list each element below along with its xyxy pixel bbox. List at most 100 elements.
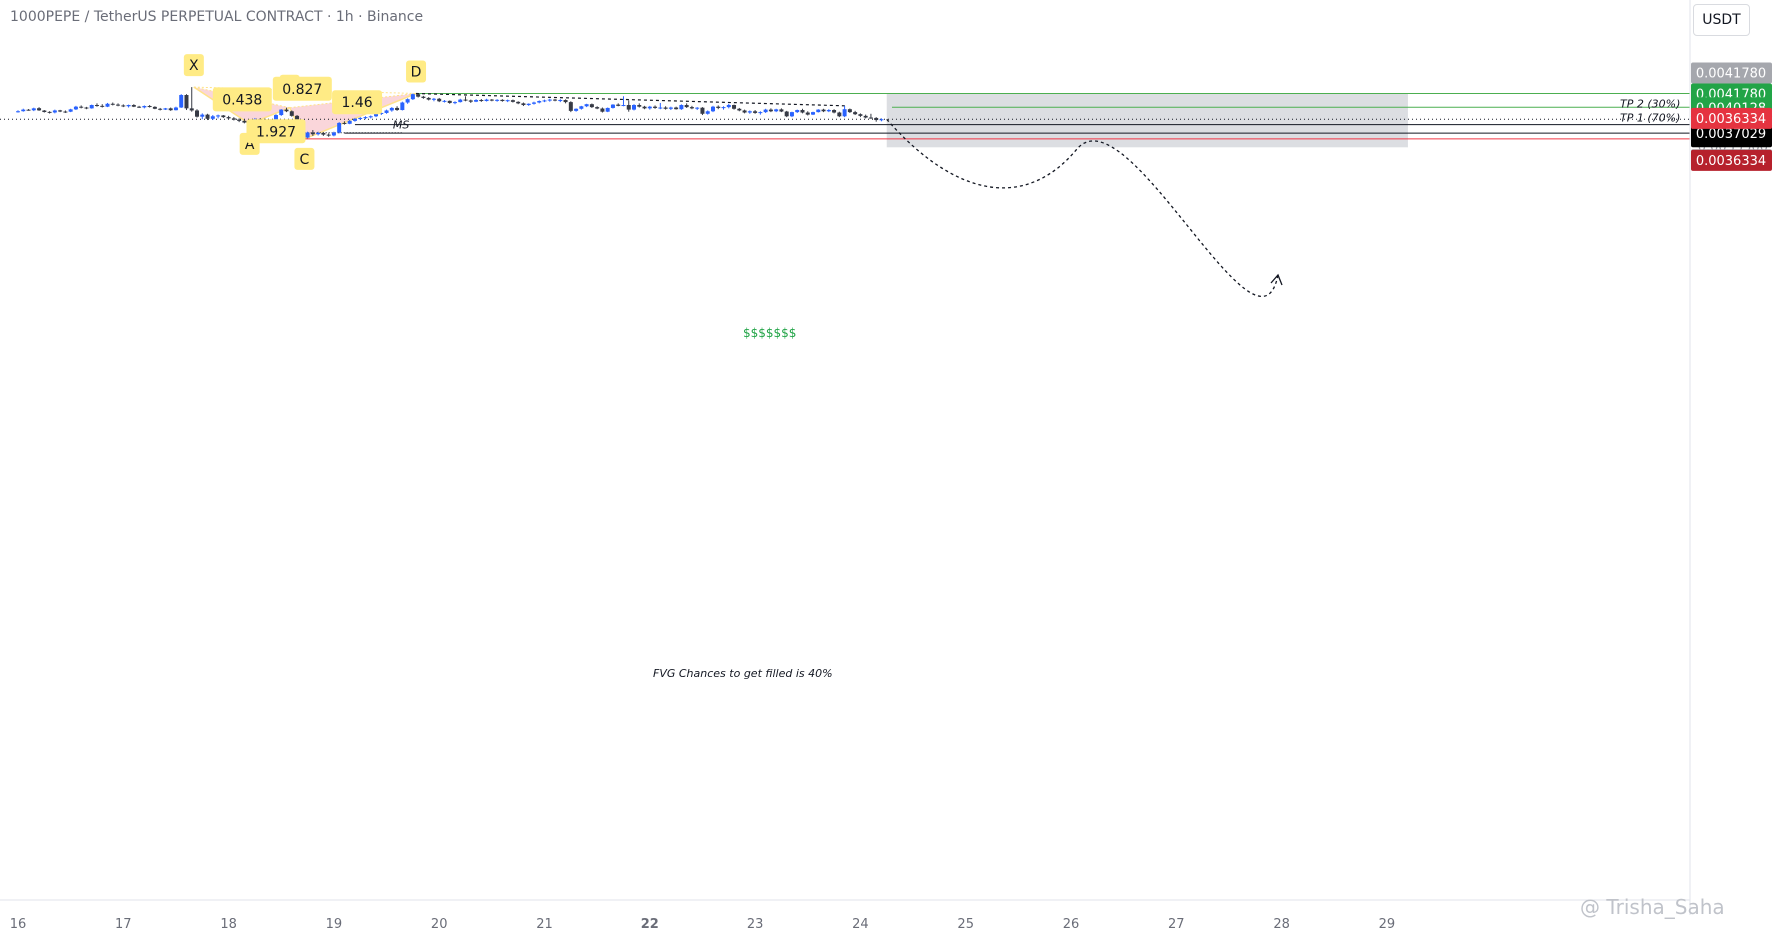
candle (368, 115, 373, 119)
candle (326, 133, 331, 137)
candle (116, 103, 121, 107)
candle-body (516, 101, 521, 104)
candle (695, 107, 700, 111)
candle-body (216, 115, 221, 117)
candle-body (100, 105, 105, 107)
ratio-label: 0.827 (282, 82, 322, 98)
chart-title: 1000PEPE / TetherUS PERPETUAL CONTRACT ·… (10, 9, 424, 25)
candle (674, 106, 679, 110)
candle-body (753, 111, 758, 113)
candle (595, 106, 600, 110)
candle-body (663, 107, 668, 109)
candle (31, 107, 36, 112)
candle-body (474, 100, 479, 102)
candle (505, 99, 510, 103)
ratio-label: 0.438 (222, 92, 262, 108)
candle (195, 109, 200, 118)
candle-body (316, 132, 321, 135)
candle-body (468, 100, 473, 102)
candle-body (705, 111, 710, 114)
candle (173, 106, 178, 111)
candle-body (600, 108, 605, 112)
candle (52, 109, 57, 114)
candle (516, 101, 521, 105)
ratio-label: 1.927 (256, 124, 296, 140)
author-watermark: @ Trisha_Saha (1580, 895, 1725, 919)
candle (563, 99, 568, 104)
bd-line (289, 93, 417, 109)
candle-body (458, 99, 463, 103)
candle (337, 122, 342, 134)
candle-body (447, 100, 452, 103)
candle (421, 95, 426, 99)
candle-body (568, 102, 573, 111)
candle-body (16, 111, 20, 113)
candle (279, 109, 284, 116)
candle (100, 104, 105, 108)
candle-body (658, 107, 663, 109)
candle-body (868, 117, 873, 119)
candle (589, 103, 594, 108)
candle (800, 108, 805, 114)
candle-body (273, 115, 278, 122)
candle-body (337, 122, 342, 133)
candle-body (142, 106, 147, 108)
candle (784, 110, 789, 118)
candle-body (200, 114, 205, 117)
candle-body (505, 100, 510, 102)
candle-body (726, 105, 731, 108)
candle-body (452, 102, 457, 104)
candle (621, 96, 626, 107)
candle-body (874, 117, 879, 121)
candle-body (137, 106, 142, 108)
candle (684, 103, 689, 108)
candle-body (758, 112, 763, 114)
candle-body (242, 120, 247, 123)
candle (47, 111, 52, 114)
candle (795, 109, 800, 113)
candle (610, 104, 615, 109)
candle (811, 111, 816, 116)
candle-body (226, 117, 231, 119)
candle (726, 103, 731, 109)
candle (668, 106, 673, 111)
candle (847, 108, 852, 113)
candle (558, 99, 563, 103)
candle-body (647, 106, 652, 109)
candle-body (479, 100, 484, 102)
x-tick-label: 25 (957, 917, 974, 932)
candle (832, 109, 837, 114)
candle-body (695, 107, 700, 109)
candle (242, 119, 247, 124)
currency-selector[interactable]: USDT (1693, 4, 1750, 36)
candle (779, 108, 784, 113)
candle-body (579, 106, 584, 109)
candle-body (521, 103, 526, 106)
candle (700, 107, 705, 116)
candle-body (121, 105, 126, 107)
price-tag-value: 0.0036334 (1696, 112, 1766, 127)
candle-body (126, 105, 131, 107)
candle (363, 116, 368, 120)
candle-body (537, 101, 542, 103)
candle-body (832, 110, 837, 113)
candle (416, 93, 421, 98)
candle-body (347, 120, 352, 124)
candle (79, 105, 84, 109)
candle-body (305, 132, 310, 138)
candle (705, 110, 710, 115)
candle-body (526, 103, 531, 106)
tp2-label: TP 2 (30%) (1620, 98, 1680, 111)
candle (147, 105, 152, 108)
candle-body (684, 105, 689, 108)
candle-body (863, 115, 868, 118)
point-label-D: D (411, 65, 422, 81)
candle-body (26, 109, 31, 111)
x-tick-label: 22 (641, 917, 659, 932)
price-tags-layer: 0.00417800.00417800.00401280.003868709:1… (1691, 62, 1772, 171)
price-tag-value: 0.0041780 (1696, 67, 1766, 82)
candles-layer (16, 87, 884, 139)
candle-body (779, 109, 784, 112)
